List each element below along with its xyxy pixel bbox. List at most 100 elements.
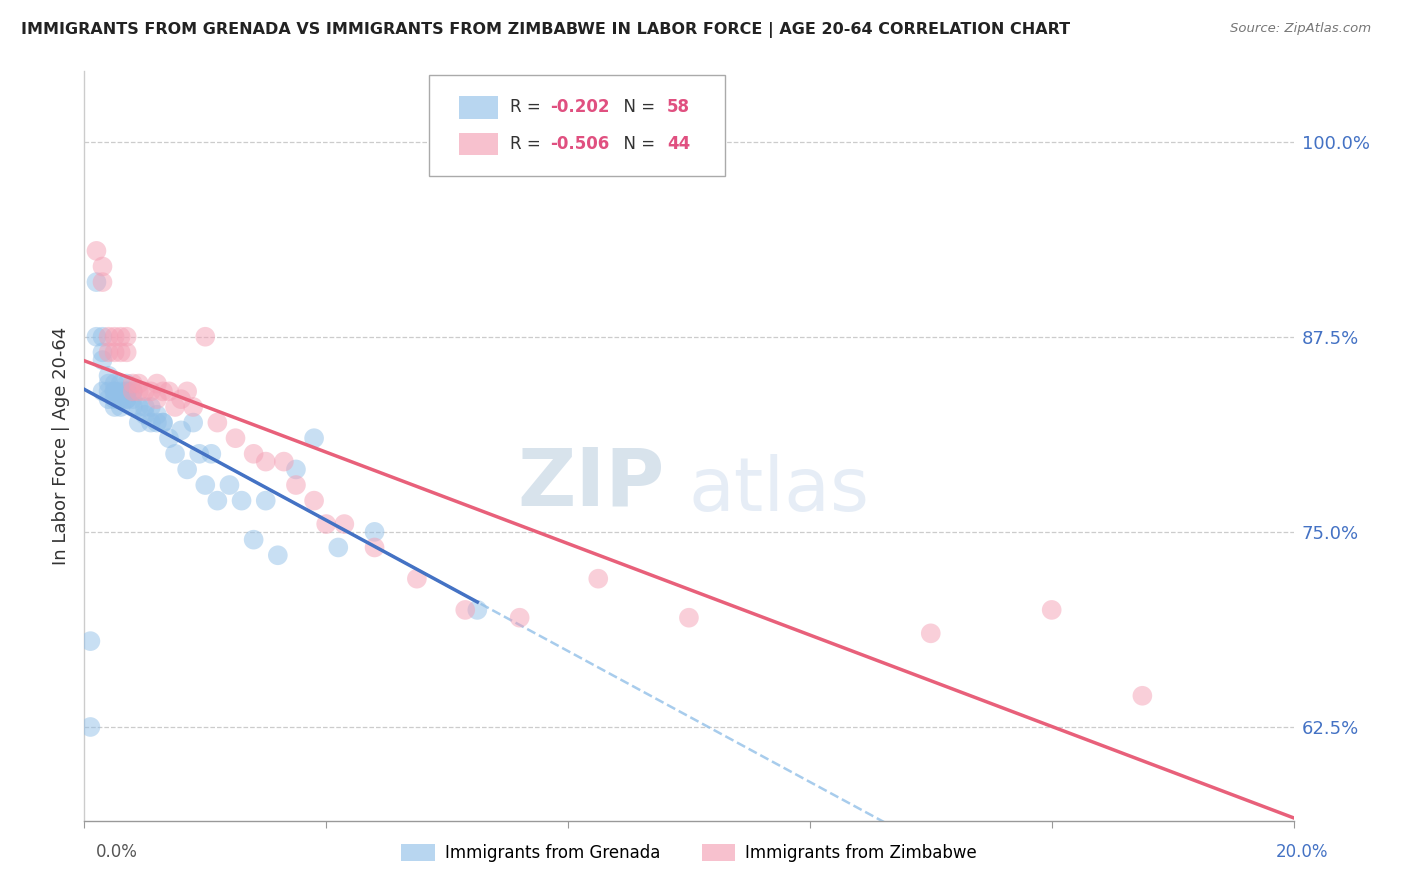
Point bbox=[225, 431, 247, 445]
Point bbox=[139, 400, 162, 414]
Point bbox=[128, 400, 150, 414]
Text: atlas: atlas bbox=[689, 454, 870, 527]
Point bbox=[86, 275, 108, 289]
Point bbox=[97, 392, 120, 407]
Point bbox=[115, 384, 138, 399]
Point bbox=[97, 329, 120, 343]
Point bbox=[139, 384, 162, 399]
Text: N =: N = bbox=[613, 135, 661, 153]
Point bbox=[176, 384, 198, 399]
Text: 0.0%: 0.0% bbox=[96, 843, 138, 861]
Point bbox=[104, 329, 127, 343]
Bar bbox=[460, 96, 498, 119]
Point bbox=[165, 447, 187, 461]
Point bbox=[302, 431, 325, 445]
Point bbox=[91, 384, 114, 399]
Point bbox=[121, 392, 143, 407]
Point bbox=[115, 384, 138, 399]
Point bbox=[333, 516, 356, 531]
Text: 44: 44 bbox=[668, 135, 690, 153]
Point bbox=[273, 454, 295, 468]
Point bbox=[79, 634, 101, 648]
Legend: Immigrants from Grenada, Immigrants from Zimbabwe: Immigrants from Grenada, Immigrants from… bbox=[395, 837, 983, 869]
Point bbox=[121, 400, 143, 414]
Point bbox=[146, 392, 169, 407]
Point bbox=[110, 400, 132, 414]
Point bbox=[242, 447, 264, 461]
Point bbox=[509, 610, 531, 624]
Text: 58: 58 bbox=[668, 98, 690, 116]
Point bbox=[91, 329, 114, 343]
Point bbox=[121, 384, 143, 399]
Point bbox=[285, 478, 308, 492]
Point bbox=[86, 329, 108, 343]
FancyBboxPatch shape bbox=[429, 75, 725, 177]
Text: -0.202: -0.202 bbox=[550, 98, 609, 116]
Point bbox=[110, 384, 132, 399]
Point bbox=[157, 384, 180, 399]
Point bbox=[152, 384, 174, 399]
Point bbox=[110, 376, 132, 391]
Point bbox=[128, 384, 150, 399]
Point bbox=[104, 384, 127, 399]
Point bbox=[97, 384, 120, 399]
Point bbox=[194, 329, 217, 343]
Point bbox=[176, 462, 198, 476]
Text: R =: R = bbox=[510, 135, 546, 153]
Point bbox=[134, 384, 156, 399]
Point bbox=[152, 416, 174, 430]
Point bbox=[104, 400, 127, 414]
Point bbox=[467, 603, 489, 617]
Bar bbox=[460, 133, 498, 155]
Point bbox=[1040, 603, 1063, 617]
Point bbox=[588, 572, 610, 586]
Point bbox=[104, 345, 127, 359]
Point bbox=[115, 392, 138, 407]
Point bbox=[200, 447, 222, 461]
Point bbox=[91, 345, 114, 359]
Text: Source: ZipAtlas.com: Source: ZipAtlas.com bbox=[1230, 22, 1371, 36]
Point bbox=[242, 533, 264, 547]
Point bbox=[139, 416, 162, 430]
Point bbox=[91, 260, 114, 274]
Point bbox=[207, 416, 229, 430]
Point bbox=[91, 353, 114, 368]
Point bbox=[104, 384, 127, 399]
Point bbox=[188, 447, 211, 461]
Point bbox=[128, 376, 150, 391]
Point bbox=[97, 368, 120, 383]
Point bbox=[1130, 689, 1153, 703]
Text: IMMIGRANTS FROM GRENADA VS IMMIGRANTS FROM ZIMBABWE IN LABOR FORCE | AGE 20-64 C: IMMIGRANTS FROM GRENADA VS IMMIGRANTS FR… bbox=[21, 22, 1070, 38]
Text: 20.0%: 20.0% bbox=[1277, 843, 1329, 861]
Point bbox=[285, 462, 308, 476]
Point bbox=[328, 541, 350, 555]
Point bbox=[678, 610, 700, 624]
Text: ZIP: ZIP bbox=[517, 444, 665, 523]
Point bbox=[97, 345, 120, 359]
Point bbox=[363, 524, 385, 539]
Point bbox=[170, 392, 193, 407]
Point bbox=[79, 720, 101, 734]
Point bbox=[165, 400, 187, 414]
Point bbox=[254, 493, 277, 508]
Point bbox=[218, 478, 240, 492]
Point bbox=[181, 416, 204, 430]
Point bbox=[104, 392, 127, 407]
Point bbox=[254, 454, 277, 468]
Point bbox=[406, 572, 429, 586]
Point bbox=[315, 516, 337, 531]
Point bbox=[170, 424, 193, 438]
Point bbox=[181, 400, 204, 414]
Point bbox=[146, 416, 169, 430]
Point bbox=[110, 392, 132, 407]
Point bbox=[231, 493, 253, 508]
Point bbox=[454, 603, 477, 617]
Point bbox=[110, 329, 132, 343]
Point bbox=[104, 376, 127, 391]
Point bbox=[302, 493, 325, 508]
Point bbox=[363, 541, 385, 555]
Point bbox=[207, 493, 229, 508]
Point bbox=[134, 408, 156, 422]
Text: -0.506: -0.506 bbox=[550, 135, 609, 153]
Point bbox=[115, 392, 138, 407]
